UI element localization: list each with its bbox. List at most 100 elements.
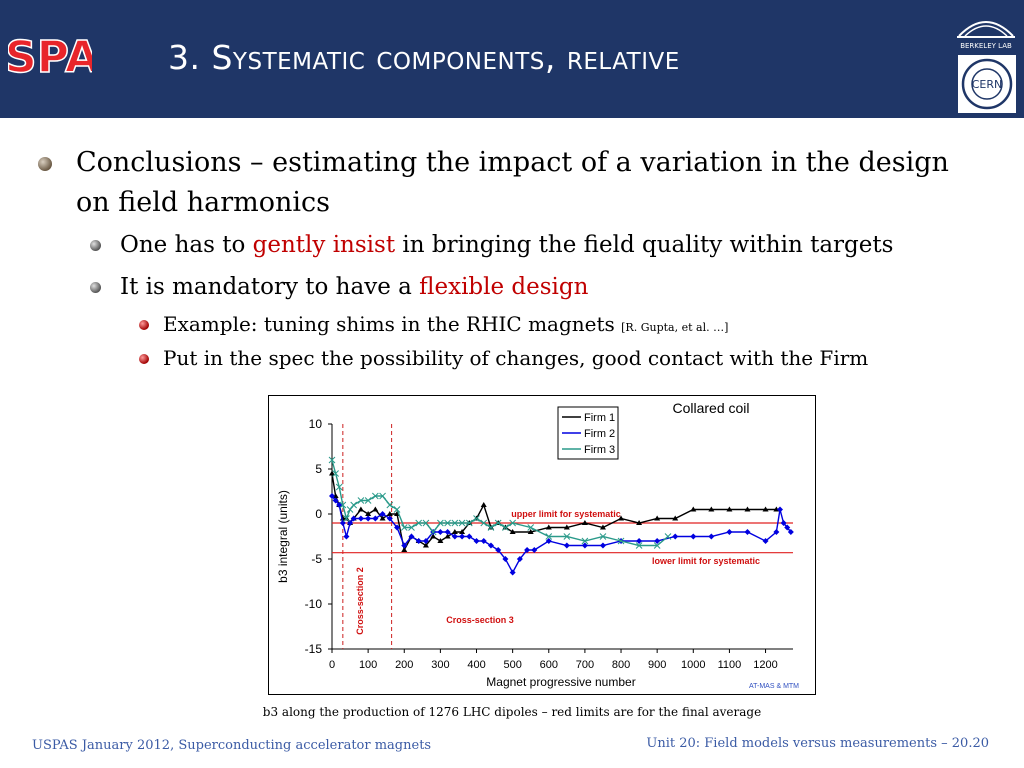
slide-header: USPAS 3. Systematic components, relative… [0,0,1024,118]
data-point [422,519,430,527]
x-tick-label: 600 [540,659,558,671]
data-point [487,524,495,531]
data-point [401,542,408,549]
bullet-gently-insist: One has to gently insist in bringing the… [120,232,894,258]
data-point [444,519,451,527]
chart-svg: Collared coil 10 5 0 -5 -10 -15 0 100 200 300 400 50… [276,400,799,690]
uspas-logo: USPAS [8,10,92,108]
svg-text:BERKELEY LAB: BERKELEY LAB [960,42,1012,50]
bullet-icon [139,354,149,364]
bullet-icon [139,320,149,330]
data-point [773,529,780,535]
x-tick-label: 0 [329,659,335,671]
data-point [762,538,769,544]
data-point [487,542,494,549]
data-point [444,529,451,535]
b3-chart: Collared coil 10 5 0 -5 -10 -15 0 100 200 300 400 50… [268,395,816,695]
x-tick-label: 1100 [718,659,742,671]
data-point [563,542,570,549]
bullet-example-rhic: Example: tuning shims in the RHIC magnet… [163,312,729,336]
data-point [617,537,625,545]
data-point [581,537,589,545]
x-tick-label: 300 [431,659,449,671]
data-point [784,524,791,531]
data-point [780,520,787,526]
data-point [672,533,679,540]
series-line-3 [331,459,669,547]
citation: [R. Gupta, et al. …] [621,321,729,334]
data-point [654,538,661,544]
chart-legend: Firm 1 Firm 2 Firm 3 [557,406,619,460]
data-point [494,519,502,527]
data-point [332,470,339,477]
data-point [502,556,509,562]
data-point [599,542,606,549]
data-point [581,520,588,525]
data-point [350,501,358,509]
x-tick-label: 900 [648,659,666,671]
data-point [726,506,733,512]
data-point [527,529,534,534]
data-point [357,506,364,512]
data-point [451,519,459,527]
data-point [386,501,394,509]
data-point [346,506,354,513]
bullet-conclusions: Conclusions – estimating the impact of a… [76,147,949,218]
data-point [708,533,715,540]
highlight-gently-insist: gently insist [252,232,396,258]
y-tick-label: 0 [315,507,322,521]
data-point [480,519,488,527]
data-point [480,502,487,507]
data-point [451,533,458,540]
data-point [618,515,625,521]
cern-logo: CERN [958,55,1016,113]
data-point [415,519,423,527]
data-point [744,529,751,535]
data-point [364,497,372,504]
data-point [365,511,372,516]
data-point [332,497,339,504]
data-point [787,529,794,535]
data-point [347,520,354,526]
x-tick-label: 100 [359,659,377,671]
data-point [690,506,697,512]
lower-limit-label: lower limit for systematic [652,556,760,566]
data-point [672,515,679,521]
y-tick-label: -5 [311,552,322,566]
data-point [545,533,553,540]
data-point [599,533,607,540]
data-point [654,515,661,521]
legend-entry-1: Firm 1 [584,412,615,424]
data-point [429,528,437,536]
data-point [480,538,487,544]
data-point [365,515,372,522]
data-point [372,506,379,512]
data-point [451,529,458,534]
data-point [335,483,343,491]
data-point [339,520,346,526]
data-point [495,547,502,553]
data-point [343,515,350,522]
data-point [466,533,473,540]
chart-caption: b3 along the production of 1276 LHC dipo… [262,705,762,719]
x-tick-label: 700 [576,659,594,671]
bullet-flexible-design: It is mandatory to have a flexible desig… [120,274,589,300]
data-point [437,529,444,535]
y-tick-label: 10 [309,417,323,431]
bullet-spec-changes: Put in the spec the possibility of chang… [163,346,869,370]
data-point [509,569,516,576]
chart-title: Collared coil [672,400,749,416]
data-point [401,547,408,552]
data-point [459,529,466,534]
data-point [744,506,751,512]
data-point [516,556,523,562]
data-point [422,538,429,544]
data-point [776,506,783,513]
data-point [664,533,672,540]
data-point [328,456,336,464]
data-point [408,524,415,531]
data-point [437,538,444,543]
y-tick-label: -10 [305,597,323,611]
x-tick-label: 1000 [681,659,705,671]
highlight-flexible-design: flexible design [419,274,589,300]
